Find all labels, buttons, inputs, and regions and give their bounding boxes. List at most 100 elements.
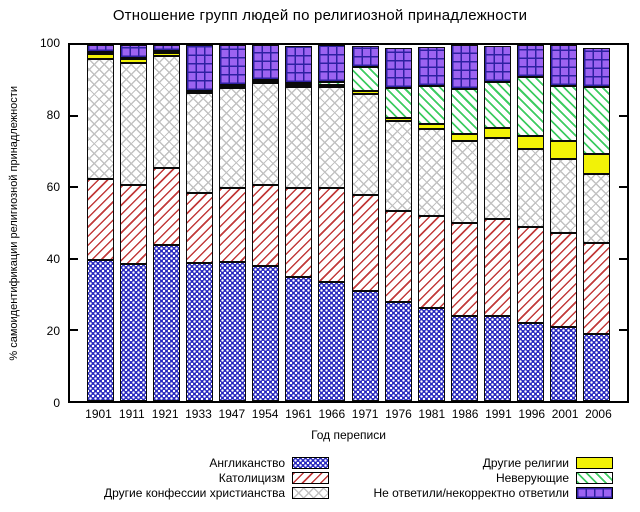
y-tickmark-left-60 (70, 186, 78, 189)
legend-item-no-religion: Неверующие (373, 470, 613, 485)
bar-segment-other-christian (450, 141, 478, 224)
bar-segment-catholic (582, 242, 610, 335)
bar-segment-catholic (549, 232, 577, 328)
bar-segment-catholic (417, 215, 445, 309)
x-tick-label-1921: 1921 (151, 407, 179, 421)
bar-1947 (219, 45, 247, 401)
bar-segment-no-religion (318, 81, 346, 85)
bar-segment-catholic (516, 226, 544, 323)
legend-swatch-not-stated (576, 486, 613, 499)
bar-segment-other-religions (351, 91, 379, 95)
bar-segment-not-stated (285, 45, 313, 84)
bar-segment-other-christian (219, 87, 247, 188)
bar-segment-anglican (318, 281, 346, 401)
bar-segment-other-christian (252, 83, 280, 185)
bar-segment-not-stated (450, 45, 478, 90)
bar-segment-no-religion (384, 88, 412, 118)
bar-segment-catholic (87, 178, 114, 260)
bar-segment-other-religions (87, 53, 114, 59)
bar-2006 (582, 45, 610, 401)
bar-segment-not-stated (384, 47, 412, 89)
bar-segment-catholic (186, 193, 214, 264)
bars-container (70, 45, 627, 401)
bar-segment-not-stated (87, 45, 114, 53)
x-axis-title: Год переписи (311, 428, 386, 442)
legend-swatch-other-christian (292, 486, 329, 499)
y-tick-label-100: 100 (39, 36, 60, 50)
x-tick-label-1991: 1991 (485, 407, 512, 421)
bar-1971 (351, 45, 379, 401)
bar-segment-anglican (285, 276, 313, 401)
bar-segment-no-religion (549, 86, 577, 142)
y-tick-label-60: 60 (46, 180, 60, 194)
x-tick-label-1954: 1954 (251, 407, 279, 421)
bar-segment-anglican (549, 327, 577, 401)
bar-segment-not-stated (153, 45, 181, 52)
legend-label-other-christian: Другие конфессии христианства (103, 485, 285, 500)
bar-segment-anglican (120, 264, 148, 401)
legend-item-catholic: Католицизм (104, 470, 329, 485)
bar-segment-catholic (120, 184, 148, 265)
bar-segment-other-religions (549, 141, 577, 159)
legend-item-other-religions: Другие религии (373, 455, 613, 470)
bar-1991 (483, 45, 511, 401)
y-tickmark-right-80 (619, 115, 627, 118)
bar-segment-other-religions (384, 117, 412, 122)
bar-segment-not-stated (582, 47, 610, 88)
legend-swatch-anglican (292, 456, 329, 469)
x-tick-label-1996: 1996 (518, 407, 546, 421)
legend-label-other-religions: Другие религии (482, 455, 569, 470)
x-tick-label-2001: 2001 (551, 407, 579, 421)
y-tickmark-right-40 (619, 257, 627, 260)
bar-segment-no-religion (516, 77, 544, 137)
legend-item-not-stated: Не ответили/некорректно ответили (373, 485, 613, 500)
legend-label-catholic: Католицизм (218, 470, 285, 485)
x-tick-label-1986: 1986 (451, 407, 479, 421)
y-tick-label-20: 20 (46, 324, 60, 338)
bar-segment-other-christian (318, 87, 346, 189)
x-tick-label-1933: 1933 (185, 407, 212, 421)
bar-segment-catholic (483, 219, 511, 317)
legend-swatch-catholic (292, 471, 329, 484)
x-tick-label-1961: 1961 (285, 407, 312, 421)
legend-swatch-no-religion (576, 471, 613, 484)
x-tick-label-1971: 1971 (351, 407, 379, 421)
bar-segment-other-christian (384, 121, 412, 211)
legend-label-anglican: Англиканство (209, 455, 285, 470)
bar-1966 (318, 45, 346, 401)
bar-segment-not-stated (120, 45, 148, 58)
y-tickmark-left-80 (70, 115, 78, 118)
bar-segment-other-religions (153, 53, 181, 56)
y-tick-label-0: 0 (53, 396, 60, 410)
bar-segment-catholic (384, 210, 412, 303)
legend-column-right: Другие религии Неверующие Не ответили/неко… (373, 455, 613, 500)
bar-segment-not-stated (186, 45, 214, 92)
bar-segment-other-religions (450, 134, 478, 142)
legend-label-not-stated: Не ответили/некорректно ответили (373, 485, 569, 500)
bar-segment-other-religions (318, 84, 346, 88)
bar-1901 (87, 45, 114, 401)
bar-1961 (285, 45, 313, 401)
bar-1981 (417, 45, 445, 401)
bar-segment-other-christian (285, 87, 313, 189)
bar-segment-not-stated (483, 46, 511, 83)
bar-segment-catholic (219, 187, 247, 263)
y-tickmark-right-20 (619, 328, 627, 331)
bar-segment-catholic (153, 168, 181, 246)
bar-segment-catholic (252, 184, 280, 267)
bar-segment-other-christian (582, 173, 610, 243)
bar-segment-other-christian (153, 55, 181, 169)
bar-segment-not-stated (318, 45, 346, 82)
bar-segment-other-religions (219, 85, 247, 88)
bar-segment-other-christian (186, 93, 214, 194)
bar-segment-anglican (219, 262, 247, 401)
legend-column-left: Англиканство Католицизм Другие конфессии х… (104, 455, 329, 500)
bar-2001 (549, 45, 577, 401)
bar-segment-no-religion (351, 67, 379, 92)
bar-segment-not-stated (351, 45, 379, 68)
x-tick-label-1981: 1981 (418, 407, 446, 421)
bar-segment-catholic (318, 188, 346, 282)
y-tick-label-40: 40 (46, 252, 60, 266)
y-tick-label-80: 80 (46, 108, 60, 122)
